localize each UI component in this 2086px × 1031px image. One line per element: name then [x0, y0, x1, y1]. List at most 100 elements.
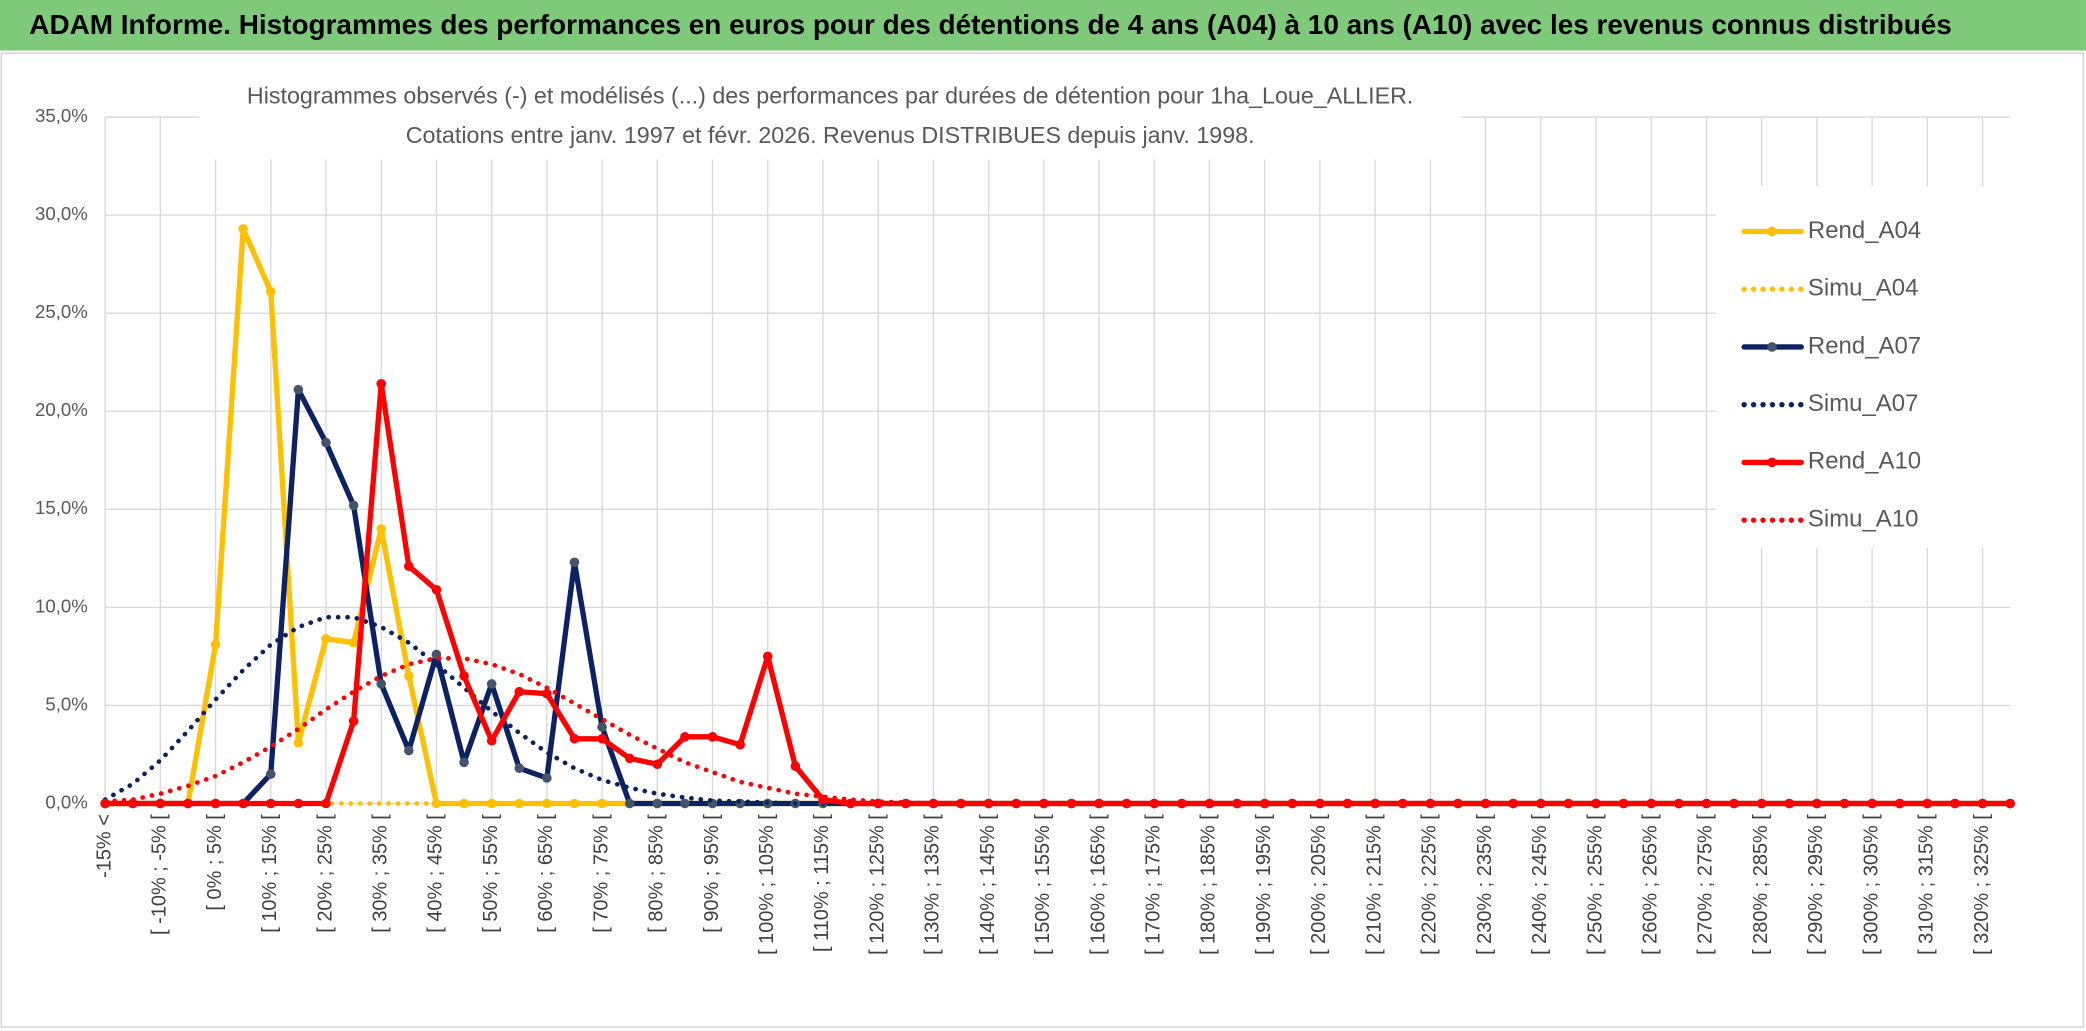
- x-tick-label: [ 50% ; 55% [: [480, 814, 502, 933]
- x-tick-label: [ 190% ; 195% [: [1253, 814, 1275, 955]
- x-tick-label: [ 30% ; 35% [: [369, 814, 391, 933]
- legend-background: [1716, 186, 2012, 549]
- marker: [1591, 798, 1601, 809]
- marker: [265, 798, 276, 809]
- x-tick-label: [ 290% ; 295% [: [1805, 814, 1827, 955]
- marker: [1977, 798, 1988, 809]
- x-tick-label: [ 150% ; 155% [: [1032, 814, 1054, 955]
- x-tick-label: [ 40% ; 45% [: [425, 814, 447, 933]
- marker: [265, 769, 276, 779]
- marker: [1232, 798, 1242, 809]
- line-series: [102, 656, 2013, 806]
- marker: [404, 745, 414, 756]
- marker: [210, 639, 221, 650]
- marker: [569, 557, 580, 568]
- header-title: ADAM Informe. Histogrammes des performan…: [29, 9, 1952, 40]
- marker: [1259, 798, 1270, 809]
- legend-marker: [1767, 342, 1777, 352]
- marker: [762, 651, 773, 662]
- y-tick-label: 35,0%: [35, 105, 88, 126]
- marker: [983, 798, 994, 809]
- x-tick-label: -15% <: [93, 814, 115, 878]
- marker: [155, 798, 166, 809]
- marker: [790, 761, 801, 772]
- y-tick-label: 5,0%: [45, 693, 87, 714]
- marker: [404, 671, 414, 681]
- marker: [376, 524, 387, 534]
- marker: [1342, 798, 1353, 809]
- marker: [514, 686, 525, 697]
- x-tick-label: [ 210% ; 215% [: [1363, 814, 1385, 955]
- x-tick-label: [ 140% ; 145% [: [977, 814, 999, 955]
- marker: [376, 379, 387, 389]
- marker: [376, 679, 387, 689]
- y-tick-label: 15,0%: [35, 497, 88, 518]
- legend-label: Rend_A10: [1808, 448, 1921, 475]
- marker: [569, 734, 580, 744]
- marker: [459, 671, 469, 681]
- header-bar: [0, 0, 2086, 51]
- marker: [735, 739, 745, 750]
- marker: [238, 798, 248, 809]
- x-tick-label: [ 220% ; 225% [: [1419, 814, 1441, 955]
- y-tick-label: 25,0%: [35, 301, 88, 322]
- marker: [293, 737, 304, 748]
- legend-marker: [1767, 226, 1777, 237]
- x-tick-label: [ 270% ; 275% [: [1695, 814, 1717, 955]
- marker: [486, 679, 497, 689]
- legend-label: Rend_A07: [1808, 332, 1921, 359]
- marker: [1563, 798, 1574, 809]
- x-tick-label: [ 130% ; 135% [: [922, 814, 944, 955]
- marker: [597, 798, 607, 809]
- x-tick-label: [ 280% ; 285% [: [1750, 814, 1772, 955]
- marker: [707, 732, 718, 742]
- marker: [1922, 798, 1933, 809]
- marker: [597, 722, 607, 732]
- marker: [680, 798, 690, 809]
- marker: [321, 437, 331, 448]
- marker: [928, 798, 939, 809]
- x-tick-label: [ 180% ; 185% [: [1198, 814, 1220, 955]
- x-tick-label: [ 310% ; 315% [: [1916, 814, 1938, 955]
- y-tick-label: 30,0%: [35, 203, 88, 224]
- marker: [183, 798, 193, 809]
- x-tick-label: [ 120% ; 125% [: [866, 814, 888, 955]
- y-tick-label: 0,0%: [45, 791, 87, 812]
- x-tick-label: [ 230% ; 235% [: [1474, 814, 1496, 955]
- x-tick-label: [ 60% ; 65% [: [535, 814, 557, 933]
- marker: [542, 773, 552, 783]
- x-tick-label: [ 250% ; 255% [: [1584, 814, 1606, 955]
- marker: [431, 584, 442, 595]
- marker: [900, 798, 911, 809]
- x-tick-label: [ 240% ; 245% [: [1529, 814, 1551, 955]
- marker: [956, 798, 966, 809]
- marker: [1646, 798, 1657, 809]
- marker: [210, 798, 221, 809]
- marker: [404, 561, 414, 571]
- marker: [624, 798, 635, 809]
- marker: [459, 757, 469, 768]
- marker: [1315, 798, 1325, 809]
- marker: [569, 798, 580, 809]
- marker: [1618, 798, 1629, 809]
- marker: [652, 759, 663, 770]
- marker: [1701, 798, 1712, 809]
- x-tick-label: [ 20% ; 25% [: [314, 814, 336, 933]
- marker: [652, 798, 663, 809]
- marker: [321, 798, 331, 809]
- marker: [514, 763, 525, 774]
- x-tick-label: [ 260% ; 265% [: [1639, 814, 1661, 955]
- x-tick-label: [ 300% ; 305% [: [1860, 814, 1882, 955]
- legend-label: Simu_A10: [1808, 505, 1918, 532]
- marker: [348, 637, 359, 648]
- marker: [680, 732, 690, 742]
- x-tick-label: [ 70% ; 75% [: [590, 814, 612, 933]
- marker: [127, 798, 138, 809]
- marker: [321, 633, 331, 644]
- marker: [348, 716, 359, 726]
- x-tick-label: [ 110% ; 115% [: [811, 814, 833, 952]
- x-tick-label: [ 10% ; 15% [: [259, 814, 281, 933]
- x-tick-label: [ 200% ; 205% [: [1308, 814, 1330, 955]
